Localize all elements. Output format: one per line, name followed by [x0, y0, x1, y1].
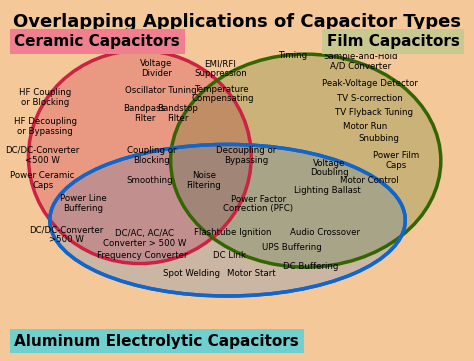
Text: Motor Start: Motor Start — [227, 269, 275, 278]
Text: Timing: Timing — [279, 52, 309, 60]
Text: Audio Crossover: Audio Crossover — [290, 229, 360, 237]
Text: Decoupling or
Bypassing: Decoupling or Bypassing — [216, 146, 277, 165]
Text: Peak-Voltage Detector: Peak-Voltage Detector — [322, 79, 418, 87]
Text: Smoothing: Smoothing — [126, 176, 173, 185]
Text: HF Coupling
or Blocking: HF Coupling or Blocking — [19, 88, 71, 107]
Text: Temperature
Compensating: Temperature Compensating — [191, 84, 254, 103]
Text: Voltage
Doubling: Voltage Doubling — [310, 158, 349, 177]
Text: Motor Control: Motor Control — [340, 176, 399, 185]
Text: Ceramic Capacitors: Ceramic Capacitors — [14, 34, 180, 49]
Text: Power Film
Caps: Power Film Caps — [373, 151, 419, 170]
Text: Power Line
Buffering: Power Line Buffering — [60, 194, 106, 213]
Text: Power Factor
Correction (PFC): Power Factor Correction (PFC) — [223, 195, 293, 213]
Text: HF Decoupling
or Bypassing: HF Decoupling or Bypassing — [14, 117, 76, 136]
Text: Motor Run: Motor Run — [343, 122, 387, 131]
Text: DC Buffering: DC Buffering — [283, 262, 338, 271]
Text: Spot Welding: Spot Welding — [164, 269, 220, 278]
Text: Frequency Converter: Frequency Converter — [97, 251, 187, 260]
Text: Coupling or
Blocking: Coupling or Blocking — [127, 146, 176, 165]
Ellipse shape — [50, 144, 405, 296]
Ellipse shape — [28, 51, 251, 264]
Text: Oscillator Tuning: Oscillator Tuning — [125, 86, 197, 95]
Text: Power Ceramic
Caps: Power Ceramic Caps — [10, 171, 75, 190]
Text: Aluminum Electrolytic Capacitors: Aluminum Electrolytic Capacitors — [14, 334, 299, 349]
Text: Sample-and-Hold
A/D Converter: Sample-and-Hold A/D Converter — [323, 52, 398, 71]
Text: UPS Buffering: UPS Buffering — [262, 243, 321, 252]
Text: Flashtube Ignition: Flashtube Ignition — [193, 229, 271, 237]
Text: Overlapping Applications of Capacitor Types: Overlapping Applications of Capacitor Ty… — [13, 13, 461, 31]
Text: Lighting Ballast: Lighting Ballast — [294, 186, 360, 195]
Text: Snubbing: Snubbing — [359, 135, 400, 143]
Text: Film Capacitors: Film Capacitors — [327, 34, 460, 49]
Text: TV S-correction: TV S-correction — [337, 94, 402, 103]
Text: EMI/RFI
Suppression: EMI/RFI Suppression — [194, 59, 247, 78]
Text: DC/AC, AC/AC
Converter > 500 W: DC/AC, AC/AC Converter > 500 W — [103, 229, 186, 248]
Text: Bandpass
Filter: Bandpass Filter — [124, 104, 165, 123]
Text: Noise
Filtering: Noise Filtering — [186, 171, 221, 190]
Text: Bandstop
Filter: Bandstop Filter — [157, 104, 198, 123]
Ellipse shape — [171, 54, 441, 267]
Text: Voltage
Divider: Voltage Divider — [140, 59, 173, 78]
Text: DC Link: DC Link — [213, 251, 246, 260]
Text: DC/DC-Converter
>500 W: DC/DC-Converter >500 W — [29, 225, 103, 244]
Text: TV Flyback Tuning: TV Flyback Tuning — [336, 108, 413, 117]
Text: DC/DC-Converter
<500 W: DC/DC-Converter <500 W — [6, 146, 80, 165]
